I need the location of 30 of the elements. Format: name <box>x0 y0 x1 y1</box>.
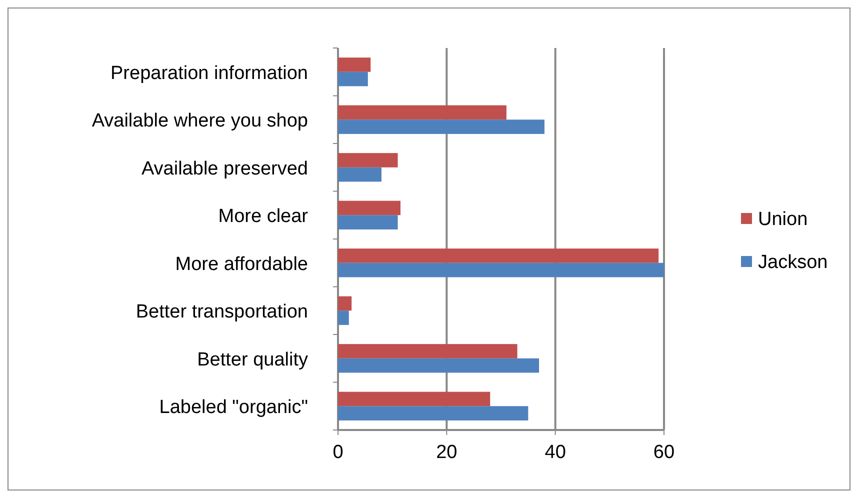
y-tick-label: Available preserved <box>141 158 308 180</box>
y-tick-label: Better quality <box>197 349 308 370</box>
bar <box>338 200 400 216</box>
bar <box>338 58 371 72</box>
x-tick-label: 20 <box>436 442 458 463</box>
bar <box>338 310 349 325</box>
y-tick-label: Preparation information <box>110 62 308 84</box>
bar <box>338 105 506 120</box>
bar <box>338 344 518 358</box>
x-tick-label: 40 <box>544 442 566 463</box>
bar <box>338 392 490 406</box>
bar <box>338 358 540 373</box>
y-tick-label: Available where you shop <box>92 110 308 132</box>
bar <box>338 167 382 182</box>
bar <box>338 153 398 168</box>
x-tick-label: 0 <box>332 442 344 463</box>
bar <box>338 248 659 263</box>
bar <box>338 120 544 134</box>
y-tick-label: Labeled "organic" <box>159 397 308 418</box>
legend-label: Jackson <box>758 252 828 273</box>
bar <box>338 72 368 86</box>
bar <box>338 406 528 420</box>
y-tick-label: Better transportation <box>136 302 308 323</box>
bar <box>338 262 664 278</box>
y-tick-label: More affordable <box>175 254 308 275</box>
y-tick-label: More clear <box>218 206 309 228</box>
x-tick-label: 60 <box>653 442 675 463</box>
bar <box>338 296 352 311</box>
bar <box>338 215 398 230</box>
legend-label: Union <box>758 209 808 230</box>
